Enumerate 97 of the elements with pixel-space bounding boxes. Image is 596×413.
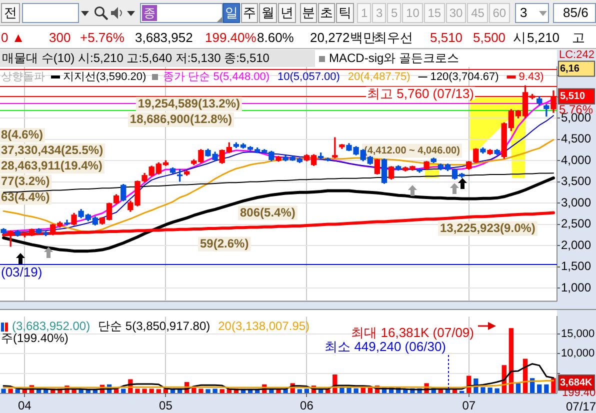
text: 주	[241, 3, 258, 23]
text: 년	[278, 3, 296, 23]
legend-label: (3,683,952.00)	[12, 318, 90, 333]
text: 시	[513, 29, 526, 47]
text: 초	[318, 3, 335, 23]
bar	[121, 388, 126, 393]
text: 6,16	[560, 63, 580, 74]
band-label: 19,254,589(13.2%)	[138, 96, 240, 110]
text: LC:242	[559, 49, 594, 62]
bar	[156, 389, 161, 393]
text: 20(4,487.75)	[348, 71, 410, 84]
bar	[544, 384, 549, 393]
annotation: (03/19)	[1, 264, 42, 280]
band-label: 806(5.4%)	[240, 205, 296, 220]
text: 3,683,952	[135, 29, 193, 47]
text: 5,500	[473, 29, 506, 47]
ref-line-label: 최고 5,760 (07/13)	[367, 86, 474, 101]
text: 5,510	[430, 29, 463, 47]
bar	[551, 378, 556, 393]
text: 8.60%	[257, 29, 294, 47]
text: 월	[259, 3, 277, 23]
y-tick-label: 2,000	[561, 238, 592, 252]
text: 종	[142, 5, 157, 21]
legend-label: 9.43)	[518, 71, 544, 84]
y-tick-label: 15,000	[561, 328, 595, 340]
x-tick-label: 05	[159, 398, 173, 413]
bar	[508, 328, 514, 393]
band-label: 63(4.4%)	[1, 190, 50, 204]
bar	[135, 388, 140, 393]
band-label: 59(2.6%)	[200, 236, 249, 250]
text: 고	[572, 29, 585, 47]
band-label: 8(4.6%)	[1, 128, 44, 142]
y-tick-label: 4,000	[561, 152, 592, 167]
x-tick-label: 06	[300, 398, 314, 413]
text: 일	[223, 3, 240, 23]
bar	[537, 384, 542, 393]
text: 20(3,138,007.95)	[218, 318, 310, 333]
text: 07/17	[566, 399, 596, 413]
bar	[206, 389, 210, 393]
ref-line-label: 5,510	[560, 91, 586, 102]
annotation: (4,412.00 ~ 4,046.00)	[364, 146, 460, 157]
text: 틱	[336, 3, 354, 23]
bar	[142, 388, 147, 393]
text: +5.76%	[80, 29, 124, 47]
bar	[494, 388, 500, 393]
band-label: 13,225,923(9.0%)	[440, 220, 536, 235]
annotation: 최대 16,381K (07/09)	[351, 325, 474, 340]
band-label: 28,463,911(19.4%)	[1, 158, 102, 173]
text: 199.40	[562, 387, 596, 400]
text: 종가 단순 5(5,448.00)	[163, 71, 270, 84]
chart-subtitle: MACD-sig와 골든크로스	[329, 50, 460, 67]
annotation: 상향돌파	[1, 71, 45, 84]
legend-label: 지지선(3,590.20)	[63, 71, 146, 84]
text: 85/6	[563, 4, 588, 22]
y-tick-label: 2,500	[561, 216, 592, 231]
text: 199.40%	[205, 29, 256, 47]
text: 10(5,057.00)	[278, 71, 340, 84]
bar	[516, 383, 521, 393]
bar	[488, 388, 492, 393]
x-tick-label: 04	[18, 398, 32, 413]
bar	[304, 388, 310, 393]
bar	[346, 388, 352, 393]
chart-title: 매물대 수(10) 시:5,210 고:5,640 저:5,130 종:5,510	[0, 50, 315, 67]
bar	[297, 389, 302, 393]
bar	[1, 388, 6, 393]
bar	[212, 388, 218, 393]
y-tick-label: 1,500	[561, 259, 592, 274]
band-label: 37,330,434(25.5%)	[1, 143, 104, 158]
bar	[220, 389, 224, 393]
y-tick-label: 10,000	[561, 348, 595, 360]
y-tick-label: 1,000	[561, 280, 592, 294]
band-label: 18,686,900(12.8%)	[130, 112, 232, 126]
y-tick-label: 3,500	[561, 174, 592, 188]
bar	[198, 388, 204, 393]
text: 20,272백만	[310, 29, 376, 47]
text: 3	[520, 4, 528, 22]
text: 분	[300, 3, 317, 23]
text: 5,210	[527, 29, 560, 47]
bar	[480, 387, 486, 393]
candlestick	[64, 220, 70, 226]
y-tick-label: 4,500	[561, 132, 592, 146]
text: 단순 5(3,850,917.80)	[98, 318, 210, 333]
text: 1 3 5 10 15 30 45 60	[361, 5, 506, 22]
text: 300	[49, 29, 71, 47]
bar	[15, 389, 20, 393]
text: 0 ▲	[1, 29, 25, 47]
text: 3,684K	[560, 377, 594, 388]
text: 최우선	[374, 29, 413, 47]
y-tick-label: 3,000	[561, 195, 592, 210]
legend-label: 120(3,704.67)	[430, 71, 499, 84]
bar	[149, 388, 154, 393]
band-label: 77(3.2%)	[1, 174, 50, 188]
bar	[8, 388, 13, 393]
bar	[354, 388, 358, 393]
x-tick-label: 07	[462, 398, 476, 413]
annotation: 최소 449,240 (06/30)	[324, 339, 446, 354]
text: 전	[1, 3, 20, 23]
